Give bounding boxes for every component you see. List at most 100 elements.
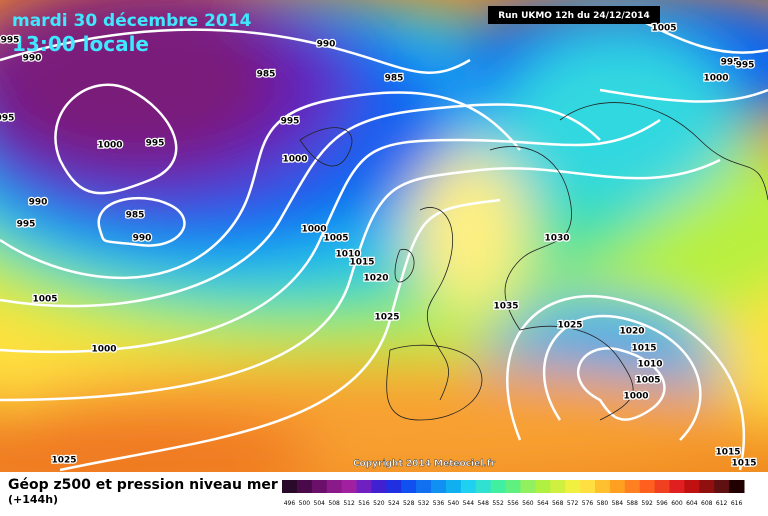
run-info: Run UKMO 12h du 24/12/2014 [498,11,650,21]
isobar-label: 995 [281,117,300,127]
isobar-label: 1000 [703,74,728,84]
scale-swatch [639,480,656,493]
scale-swatch [624,480,641,493]
scale-label: 548 [477,500,489,507]
isobar-label: 1005 [651,24,676,34]
scale-label: 540 [448,500,460,507]
scale-label: 552 [492,500,504,507]
isobar-label: 1025 [51,456,76,466]
date: mardi 30 décembre 2014 [12,11,252,31]
isobar-label: 1030 [544,234,569,244]
scale-label: 568 [552,500,564,507]
isobar-label: 995 [1,36,20,46]
color-scale: 496 500 504 508 512 516 520 524 528 532 536 540 544 5… [282,480,745,507]
scale-swatch [505,480,521,493]
scale-swatch [609,480,626,493]
isobar-label: 1015 [349,258,374,268]
isobar-label: 1025 [557,321,582,331]
scale-swatch [282,480,298,493]
scale-swatch [565,480,581,493]
scale-label: 532 [418,500,430,507]
isobar-label: 1025 [374,313,399,323]
isobar-label: 995 [0,114,14,124]
isobar-label: 1010 [637,360,662,370]
scale-label: 576 [582,500,594,507]
scale-label: 600 [671,500,683,507]
isobar-labels: 9909909859859959959951000995100099098599… [0,22,758,470]
isobar-label: 995 [146,139,165,149]
isobar-label: 1000 [282,155,307,165]
scale-swatch [475,480,492,493]
isobar-label: 1010 [335,250,360,260]
scale-swatch [699,480,715,493]
isobar-label: 985 [126,211,145,221]
scale-label: 580 [597,500,609,507]
isobar-label: 990 [29,198,48,208]
isobar-label: 1005 [635,376,660,386]
scale-label: 560 [522,500,534,507]
scale-label: 572 [567,500,579,507]
scale-label: 584 [612,500,624,507]
isobar-label: 1000 [97,141,122,151]
scale-label: 604 [686,500,698,507]
scale-swatch [535,480,551,493]
scale-swatch [520,480,536,493]
scale-label: 496 [284,500,296,507]
field [0,0,768,472]
scale-label: 616 [731,500,743,507]
isobar-label: 985 [257,70,276,80]
scale-label: 608 [701,500,713,507]
isobar-label: 1020 [363,274,388,284]
isobar-label: 990 [23,54,42,64]
isobar-lines [0,18,768,472]
scale-label: 504 [314,500,326,507]
isobar-label: 1000 [91,345,116,355]
scale-swatch [431,480,447,493]
scale-label: 508 [328,500,340,507]
scale-swatch [490,480,507,493]
scale-swatch [594,480,611,493]
scale-label: 612 [716,500,728,507]
isobar-label: 1000 [623,392,648,402]
scale-label: 512 [343,500,355,507]
isobar-label: 1035 [493,302,518,312]
scale-swatch [684,480,700,493]
scale-label: 596 [656,500,668,507]
scale-label: 536 [433,500,445,507]
scale-swatch [669,480,685,493]
scale-swatch [416,480,432,493]
scale-label: 564 [537,500,549,507]
scale-swatch [550,480,566,493]
isobar-label: 1005 [32,295,57,305]
isobar-label: 1015 [631,344,656,354]
scale-label: 588 [626,500,638,507]
scale-swatch [356,480,372,493]
isobar-label: 1015 [715,448,740,458]
scale-label: 516 [358,500,370,507]
scale-label: 544 [463,500,475,507]
scale-swatch [401,480,417,493]
time: 13:00 locale [12,32,149,56]
scale-swatch [654,480,670,493]
scale-swatch [580,480,596,493]
isobar-label: 990 [317,40,336,50]
scale-swatch [326,480,343,493]
scale-swatch [460,480,477,493]
isobar-label: 1020 [619,327,644,337]
isobar-label: 995 [736,61,755,71]
scale-swatch [311,480,328,493]
scale-label: 528 [403,500,415,507]
scale-swatch [341,480,358,493]
legend-title: Géop z500 et pression niveau mer [8,477,278,493]
scale-label: 592 [641,500,653,507]
coastlines [299,102,768,421]
isobar-label: 995 [721,58,740,68]
isobar-label: 1015 [731,459,756,469]
legend-subtitle: (+144h) [8,493,58,506]
scale-label: 556 [507,500,519,507]
scale-label: 524 [388,500,400,507]
scale-label: 500 [299,500,311,507]
copyright: Copyright 2014 Meteociel.fr [353,459,496,469]
